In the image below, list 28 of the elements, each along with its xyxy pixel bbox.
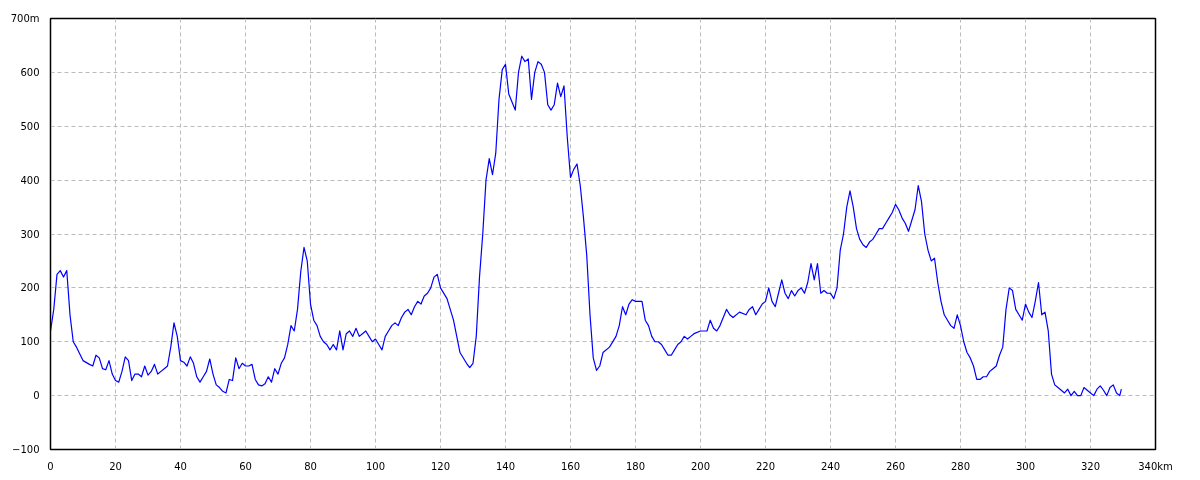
y-tick-label: −100	[12, 444, 40, 455]
x-tick-label: 140	[495, 460, 516, 472]
x-tick-label: 320	[1080, 460, 1101, 472]
x-tick-label: 240	[820, 460, 841, 472]
x-tick-label: 0	[47, 460, 54, 472]
x-tick-label: 100	[365, 460, 386, 472]
y-tick-label: 500	[20, 120, 40, 132]
x-tick-label: 60	[239, 460, 252, 472]
y-tick-label: 0	[33, 390, 40, 402]
x-tick-label: 200	[690, 460, 711, 472]
y-tick-label: 200	[20, 282, 40, 294]
x-tick-label: 160	[560, 460, 581, 472]
x-tick-label: 80	[304, 460, 317, 472]
x-tick-label: 220	[755, 460, 776, 472]
y-tick-label: 300	[20, 228, 40, 240]
x-tick-label: 280	[950, 460, 971, 472]
x-tick-label: 20	[109, 460, 122, 472]
x-tick-label: 120	[430, 460, 451, 472]
y-tick-label: 600	[20, 66, 40, 78]
y-tick-label: 400	[20, 174, 40, 186]
x-tick-label: 340km	[1138, 460, 1173, 472]
x-tick-label: 180	[625, 460, 646, 472]
y-tick-label: 100	[20, 336, 40, 348]
x-tick-label: 260	[885, 460, 906, 472]
x-tick-label: 300	[1015, 460, 1036, 472]
line-series	[50, 55, 1122, 397]
x-tick-label: 40	[174, 460, 187, 472]
y-tick-label: 700m	[10, 13, 40, 24]
